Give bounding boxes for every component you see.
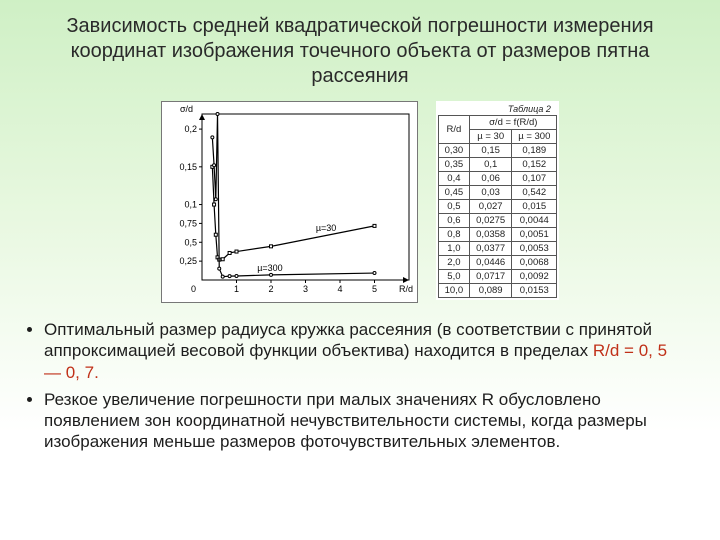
svg-text:1: 1 [234, 284, 239, 294]
data-table: Таблица 2R/dσ/d = f(R/d)µ = 30µ = 3000,3… [438, 103, 558, 298]
svg-text:2: 2 [268, 284, 273, 294]
svg-text:0,2: 0,2 [184, 124, 197, 134]
svg-text:5: 5 [372, 284, 377, 294]
svg-text:µ=30: µ=30 [315, 223, 335, 233]
svg-text:0,5: 0,5 [184, 237, 197, 247]
data-table-wrap: Таблица 2R/dσ/d = f(R/d)µ = 30µ = 3000,3… [436, 101, 560, 300]
bullet-1: Оптимальный размер радиуса кружка рассея… [44, 319, 682, 383]
svg-text:µ=300: µ=300 [257, 263, 282, 273]
svg-text:4: 4 [337, 284, 342, 294]
figure-row: 0,25 0,5 0,75 0,1 0,15 0,2 1 2 3 4 5 σ/d R/d 0 µ=30 µ=3… [0, 101, 720, 303]
bullet-2: Резкое увеличение погрешности при малых … [44, 389, 682, 453]
svg-text:σ/d: σ/d [180, 104, 193, 114]
page-title: Зависимость средней квадратической погре… [0, 0, 720, 97]
svg-text:3: 3 [303, 284, 308, 294]
bullet-1-text: Оптимальный размер радиуса кружка рассея… [44, 320, 652, 360]
svg-text:0,1: 0,1 [184, 200, 197, 210]
svg-text:0,75: 0,75 [179, 218, 197, 228]
chart: 0,25 0,5 0,75 0,1 0,15 0,2 1 2 3 4 5 σ/d R/d 0 µ=30 µ=3… [161, 101, 418, 303]
svg-text:R/d: R/d [399, 284, 413, 294]
svg-text:0,15: 0,15 [179, 162, 197, 172]
svg-text:0: 0 [191, 284, 196, 294]
bullet-list: Оптимальный размер радиуса кружка рассея… [44, 319, 682, 453]
svg-text:0,25: 0,25 [179, 256, 197, 266]
